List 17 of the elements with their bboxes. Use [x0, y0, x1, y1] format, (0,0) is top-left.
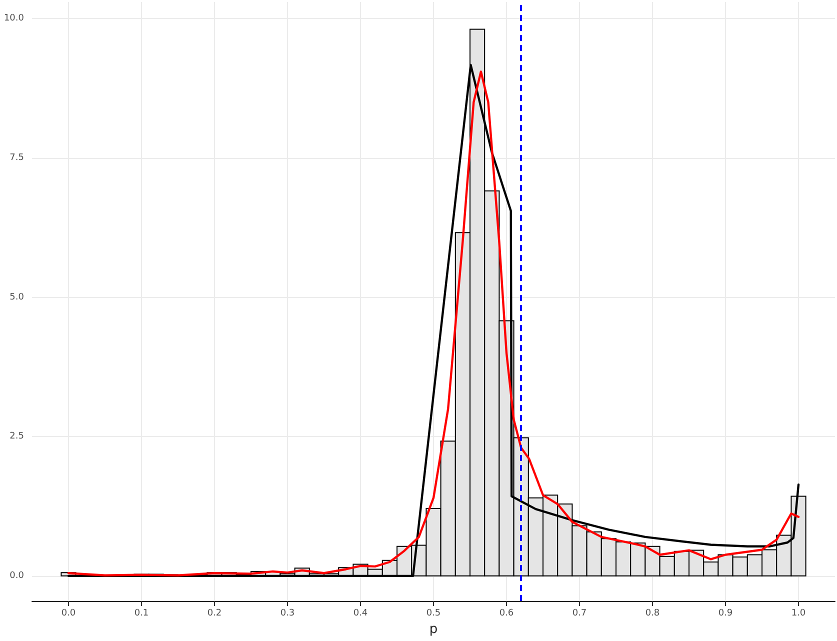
- x-tick-label: 0.5: [426, 608, 441, 618]
- x-tick-label: 0.4: [353, 608, 368, 618]
- x-tick-label: 0.0: [61, 608, 76, 618]
- x-axis-title: p: [429, 622, 438, 637]
- y-tick-label: 7.5: [10, 153, 24, 164]
- y-tick-label: 10.0: [4, 14, 24, 24]
- x-tick-label: 0.1: [134, 608, 149, 618]
- x-tick-label: 0.8: [645, 608, 660, 618]
- y-tick-label: 2.5: [10, 432, 24, 442]
- x-tick-label: 0.2: [207, 608, 222, 618]
- x-tick-label: 0.3: [280, 608, 295, 618]
- x-tick-label: 0.9: [718, 608, 733, 618]
- y-tick-label: 5.0: [10, 292, 24, 302]
- x-tick-label: 0.7: [572, 608, 587, 618]
- y-tick-label: 0.0: [10, 570, 24, 581]
- x-tick-label: 0.6: [499, 608, 514, 618]
- x-tick-label: 1.0: [791, 608, 806, 618]
